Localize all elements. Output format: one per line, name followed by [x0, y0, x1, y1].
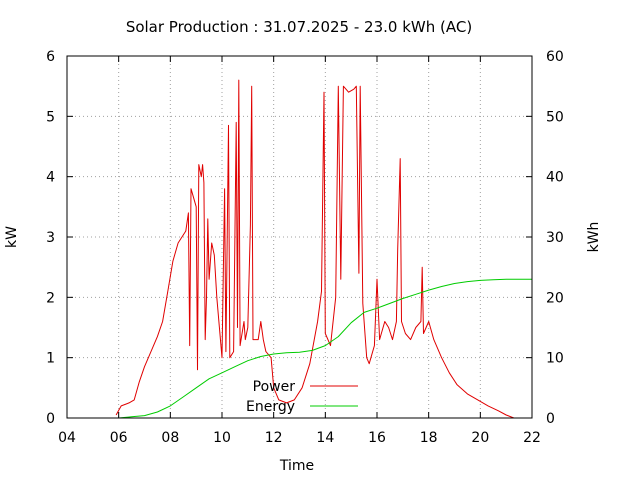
x-tick-label: 22 — [523, 430, 541, 446]
y2-tick-label: 10 — [546, 351, 564, 367]
chart-title: Solar Production : 31.07.2025 - 23.0 kWh… — [126, 18, 472, 36]
x-tick-label: 18 — [420, 430, 438, 446]
y2-tick-label: 30 — [546, 230, 564, 246]
y-axis-label: kW — [4, 226, 20, 248]
x-tick-label: 16 — [368, 430, 386, 446]
y2-axis-label: kWh — [586, 222, 602, 253]
y2-tick-label: 40 — [546, 170, 564, 186]
y2-tick-label: 50 — [546, 109, 564, 125]
series-line-energy — [118, 278, 532, 419]
legend: Power Energy — [246, 379, 358, 415]
y2-tick-label: 0 — [546, 411, 555, 427]
y-tick-label: 6 — [46, 49, 55, 65]
y-tick-label: 5 — [46, 109, 55, 125]
x-tick-label: 04 — [58, 430, 76, 446]
x-tick-label: 12 — [265, 430, 283, 446]
series-line-power — [115, 79, 515, 419]
x-tick-label: 14 — [316, 430, 334, 446]
y-tick-label: 4 — [46, 170, 55, 186]
legend-label-power: Power — [253, 379, 296, 395]
x-tick-label: 08 — [161, 430, 179, 446]
y-tick-label: 0 — [46, 411, 55, 427]
y-tick-label: 1 — [46, 351, 55, 367]
bottom-axis-ticks: 04 06 08 10 12 14 16 18 20 22 — [58, 56, 541, 446]
x-tick-label: 06 — [110, 430, 128, 446]
y-tick-label: 3 — [46, 230, 55, 246]
y-tick-label: 2 — [46, 290, 55, 306]
legend-label-energy: Energy — [246, 399, 295, 415]
left-axis-ticks: 0 1 2 3 4 5 6 — [46, 49, 73, 427]
right-axis-ticks: 0 10 20 30 40 50 60 — [526, 49, 564, 427]
x-tick-label: 20 — [471, 430, 489, 446]
series-layer — [115, 79, 532, 419]
plot-frame — [66, 55, 533, 419]
y2-tick-label: 60 — [546, 49, 564, 65]
x-tick-label: 10 — [213, 430, 231, 446]
x-axis-label: Time — [279, 458, 314, 474]
grid-lines — [67, 56, 532, 418]
y2-tick-label: 20 — [546, 290, 564, 306]
